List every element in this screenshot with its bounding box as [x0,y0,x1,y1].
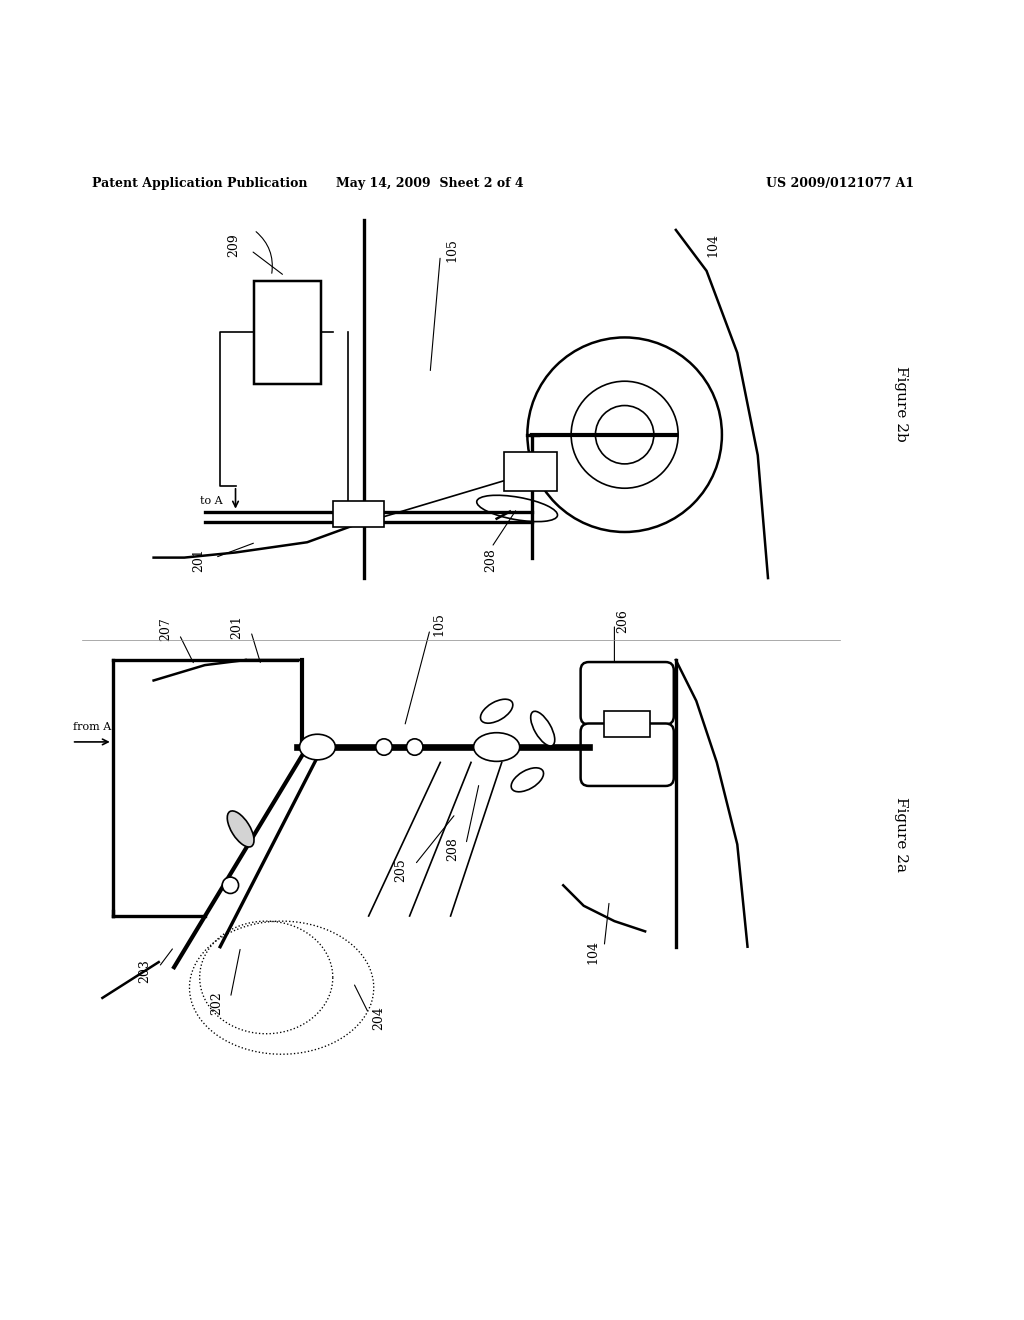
Ellipse shape [227,810,254,847]
Text: 105: 105 [432,612,445,636]
FancyBboxPatch shape [254,281,321,384]
Text: US 2009/0121077 A1: US 2009/0121077 A1 [766,177,913,190]
Text: 201: 201 [229,615,243,639]
Text: from A: from A [73,722,112,731]
Text: 201: 201 [191,548,205,572]
Text: 205: 205 [394,858,408,882]
Text: Patent Application Publication: Patent Application Publication [92,177,307,190]
Text: Figure 2a: Figure 2a [894,796,908,871]
Text: 207: 207 [159,618,172,642]
Ellipse shape [473,733,519,762]
FancyBboxPatch shape [604,711,650,737]
Text: 206: 206 [616,609,630,634]
FancyBboxPatch shape [504,453,557,491]
Text: 104: 104 [586,940,599,964]
Ellipse shape [530,711,555,746]
Circle shape [222,876,239,894]
Text: 208: 208 [445,837,459,862]
Ellipse shape [480,700,513,723]
Circle shape [376,739,392,755]
Circle shape [407,739,423,755]
Text: Figure 2b: Figure 2b [894,366,908,442]
Text: 104: 104 [707,234,720,257]
FancyBboxPatch shape [333,502,384,527]
Text: 105: 105 [445,239,459,263]
Ellipse shape [511,768,544,792]
FancyBboxPatch shape [581,663,674,725]
Text: 202: 202 [210,991,223,1015]
Text: to A: to A [200,496,222,507]
Text: 203: 203 [138,960,152,983]
Ellipse shape [299,734,336,760]
FancyBboxPatch shape [581,723,674,785]
Text: 209: 209 [227,234,241,257]
Text: May 14, 2009  Sheet 2 of 4: May 14, 2009 Sheet 2 of 4 [336,177,524,190]
Text: 204: 204 [372,1006,385,1031]
Text: 208: 208 [484,548,498,572]
